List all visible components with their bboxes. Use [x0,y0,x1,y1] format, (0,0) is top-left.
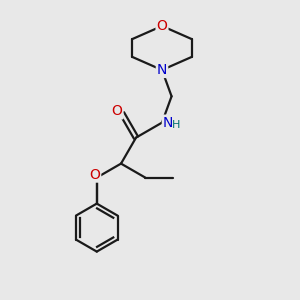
Text: O: O [112,104,122,118]
Text: O: O [89,168,100,182]
Text: N: N [163,116,173,130]
Text: H: H [172,120,180,130]
Text: N: N [157,63,167,77]
Text: O: O [157,19,167,33]
